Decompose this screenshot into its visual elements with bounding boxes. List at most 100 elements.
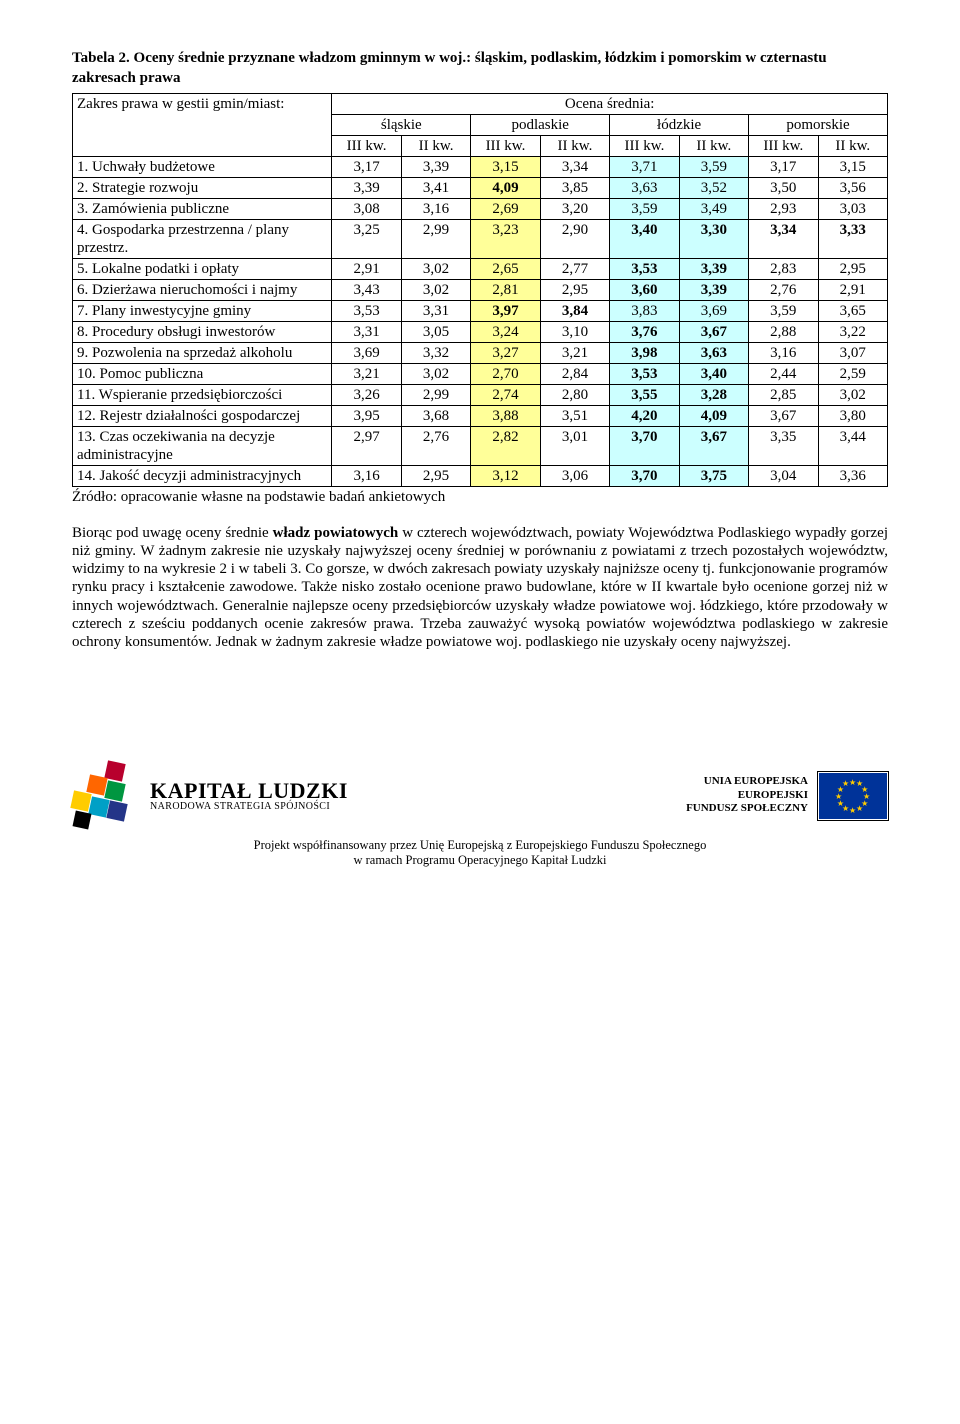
table-title: Tabela 2. Oceny średnie przyznane władzo… (72, 48, 888, 89)
table-row: 4. Gospodarka przestrzenna / plany przes… (73, 219, 888, 258)
cell: 3,17 (332, 156, 401, 177)
cell: 3,59 (749, 300, 818, 321)
cell: 2,91 (818, 279, 887, 300)
table-row: 10. Pomoc publiczna3,213,022,702,843,533… (73, 363, 888, 384)
cell: 3,15 (471, 156, 540, 177)
cell: 3,39 (332, 177, 401, 198)
quarter-header: II kw. (679, 135, 748, 156)
region-header: łódzkie (610, 114, 749, 135)
eu-line2: EUROPEJSKI (686, 789, 808, 803)
cell: 3,08 (332, 198, 401, 219)
cell: 3,31 (332, 321, 401, 342)
table-row: 11. Wspieranie przedsiębiorczości3,262,9… (73, 384, 888, 405)
cell: 3,31 (401, 300, 470, 321)
row-label: 5. Lokalne podatki i opłaty (73, 258, 332, 279)
cell: 3,36 (818, 465, 887, 486)
eu-text: UNIA EUROPEJSKA EUROPEJSKI FUNDUSZ SPOŁE… (686, 775, 808, 816)
cell: 3,60 (610, 279, 679, 300)
cell: 3,10 (540, 321, 609, 342)
quarter-header: II kw. (818, 135, 887, 156)
cell: 3,15 (818, 156, 887, 177)
row-label: 7. Plany inwestycyjne gminy (73, 300, 332, 321)
quarter-header: II kw. (540, 135, 609, 156)
cell: 2,59 (818, 363, 887, 384)
table-row: 7. Plany inwestycyjne gminy3,533,313,973… (73, 300, 888, 321)
cell: 4,09 (679, 405, 748, 426)
cell: 2,91 (332, 258, 401, 279)
row-label: 8. Procedury obsługi inwestorów (73, 321, 332, 342)
cell: 3,39 (679, 258, 748, 279)
cell: 3,05 (401, 321, 470, 342)
body-paragraph: Biorąc pod uwagę oceny średnie władz pow… (72, 524, 888, 652)
cell: 3,75 (679, 465, 748, 486)
table-row: 13. Czas oczekiwania na decyzje administ… (73, 426, 888, 465)
cell: 3,51 (540, 405, 609, 426)
cell: 3,02 (401, 258, 470, 279)
footer: KAPITAŁ LUDZKI NARODOWA STRATEGIA SPÓJNO… (72, 762, 888, 830)
data-table: Zakres prawa w gestii gmin/miast: Ocena … (72, 93, 888, 487)
cell: 3,70 (610, 426, 679, 465)
cell: 2,95 (401, 465, 470, 486)
cell: 3,85 (540, 177, 609, 198)
row-label: 14. Jakość decyzji administracyjnych (73, 465, 332, 486)
cell: 3,67 (679, 321, 748, 342)
cell: 3,39 (679, 279, 748, 300)
cell: 2,76 (401, 426, 470, 465)
zakres-header: Zakres prawa w gestii gmin/miast: (73, 93, 332, 156)
table-row: 5. Lokalne podatki i opłaty2,913,022,652… (73, 258, 888, 279)
cell: 3,24 (471, 321, 540, 342)
cell: 3,56 (818, 177, 887, 198)
cell: 3,06 (540, 465, 609, 486)
row-label: 9. Pozwolenia na sprzedaż alkoholu (73, 342, 332, 363)
cell: 3,67 (679, 426, 748, 465)
cell: 2,95 (818, 258, 887, 279)
table-row: 2. Strategie rozwoju3,393,414,093,853,63… (73, 177, 888, 198)
cell: 2,83 (749, 258, 818, 279)
footer-caption-line1: Projekt współfinansowany przez Unię Euro… (254, 838, 707, 852)
cell: 3,23 (471, 219, 540, 258)
cell: 3,40 (610, 219, 679, 258)
row-label: 12. Rejestr działalności gospodarczej (73, 405, 332, 426)
cell: 3,33 (818, 219, 887, 258)
table-row: 3. Zamówienia publiczne3,083,162,693,203… (73, 198, 888, 219)
quarter-header: III kw. (332, 135, 401, 156)
source-line: Źródło: opracowanie własne na podstawie … (72, 489, 888, 506)
cell: 3,16 (401, 198, 470, 219)
cell: 4,09 (471, 177, 540, 198)
cell: 3,59 (610, 198, 679, 219)
row-label: 13. Czas oczekiwania na decyzje administ… (73, 426, 332, 465)
quarter-header: III kw. (749, 135, 818, 156)
cell: 2,70 (471, 363, 540, 384)
cell: 3,67 (749, 405, 818, 426)
cell: 3,83 (610, 300, 679, 321)
cell: 3,71 (610, 156, 679, 177)
cell: 3,21 (332, 363, 401, 384)
cell: 3,65 (818, 300, 887, 321)
cell: 3,69 (332, 342, 401, 363)
cell: 3,63 (610, 177, 679, 198)
cell: 3,35 (749, 426, 818, 465)
region-header: śląskie (332, 114, 471, 135)
cell: 3,26 (332, 384, 401, 405)
cell: 3,07 (818, 342, 887, 363)
cell: 3,53 (610, 258, 679, 279)
quarter-header: III kw. (471, 135, 540, 156)
cell: 3,01 (540, 426, 609, 465)
cell: 3,68 (401, 405, 470, 426)
cell: 2,76 (749, 279, 818, 300)
cell: 3,70 (610, 465, 679, 486)
cell: 2,97 (332, 426, 401, 465)
eu-line3: FUNDUSZ SPOŁECZNY (686, 802, 808, 816)
cell: 2,93 (749, 198, 818, 219)
cell: 3,76 (610, 321, 679, 342)
region-header: podlaskie (471, 114, 610, 135)
cell: 2,44 (749, 363, 818, 384)
cell: 3,55 (610, 384, 679, 405)
cell: 3,22 (818, 321, 887, 342)
quarter-header: II kw. (401, 135, 470, 156)
cell: 3,02 (818, 384, 887, 405)
cell: 3,69 (679, 300, 748, 321)
cell: 3,27 (471, 342, 540, 363)
cell: 3,40 (679, 363, 748, 384)
cell: 3,12 (471, 465, 540, 486)
